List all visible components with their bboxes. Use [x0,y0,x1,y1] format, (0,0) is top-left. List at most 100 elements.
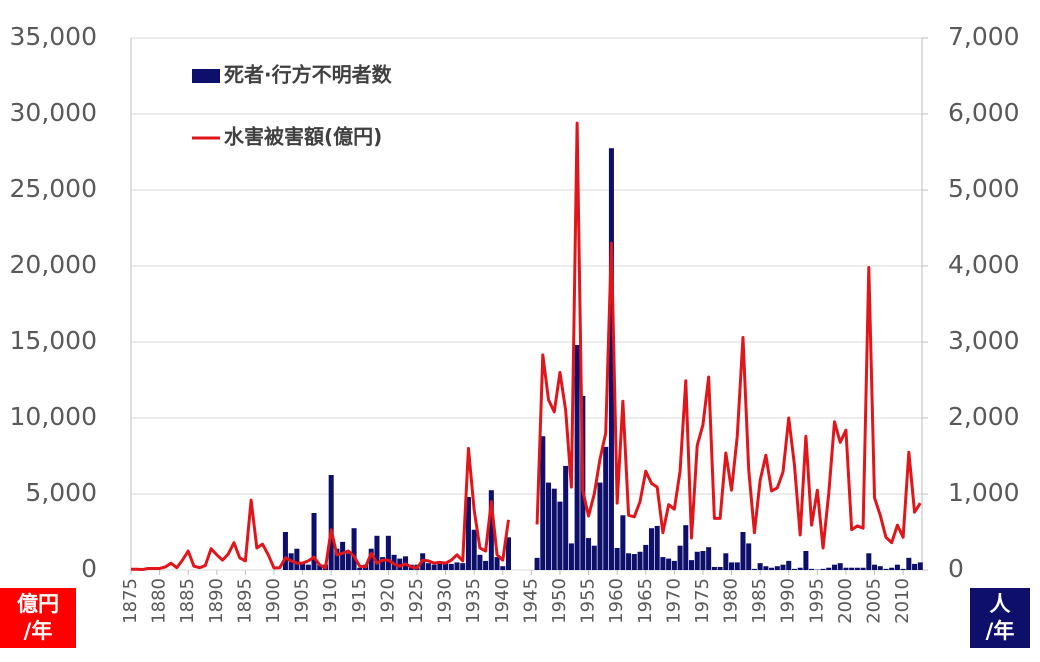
bar [860,567,866,570]
bar [471,529,477,570]
bar [500,566,506,570]
x-tick-label: 1960 [606,578,627,624]
bar [774,566,780,570]
bar [849,567,855,570]
bar [734,562,740,570]
bar [809,568,815,570]
bar [740,532,746,570]
x-tick-label: 1915 [349,578,370,624]
bar [883,568,889,570]
y2-tick-label: 4,000 [948,250,1020,279]
bar [425,563,431,570]
bar [465,497,471,570]
bar [877,566,883,570]
legend-label: 水害被害額(億円) [224,125,382,149]
x-tick-label: 1910 [320,578,341,624]
bar [603,446,609,570]
bar [889,567,895,570]
bar [654,525,660,570]
bar [357,567,363,570]
bar [591,545,597,570]
bar [637,551,643,570]
legend-swatch [192,69,220,83]
y2-tick-label: 2,000 [948,402,1020,431]
bar [723,553,729,570]
bar [854,567,860,570]
x-tick-label: 1920 [377,578,398,624]
y2-tick-label: 6,000 [948,98,1020,127]
bar [671,560,677,570]
bar [729,562,735,570]
y-unit-box [0,588,76,648]
bar [626,553,632,570]
bar [700,551,706,570]
x-tick-label: 1940 [492,578,513,624]
bar [334,548,340,570]
bar [586,538,592,570]
y-tick-label: 30,000 [10,98,97,127]
bar [660,557,666,570]
bar [631,554,637,570]
bar [894,564,900,570]
bar [769,567,775,570]
bar [872,564,878,570]
bar [546,482,552,570]
bar [900,568,906,570]
line [131,446,510,572]
y2-tick-label: 5,000 [948,174,1020,203]
bar [797,567,803,570]
bar [751,568,757,570]
bar [568,543,574,570]
bar [317,564,323,570]
bar [711,566,717,570]
bar [431,564,437,570]
bar [837,563,843,570]
bar [351,528,357,570]
bar [757,563,763,570]
bar [443,562,449,570]
bar [340,541,346,570]
bar [706,547,712,570]
bar [574,345,580,570]
bar [688,560,695,570]
x-tick-label: 1885 [177,578,198,624]
y-tick-label: 0 [81,554,97,583]
y-unit-label: /年 [24,619,53,643]
bar [906,557,912,570]
bar [803,551,809,570]
bar [551,488,557,570]
bar [448,563,454,570]
bar [454,562,460,570]
x-tick-label: 1880 [149,578,170,624]
bar [717,566,723,570]
bar [397,558,403,570]
x-tick-label: 1890 [206,578,227,624]
y2-tick-label: 0 [948,554,964,583]
y2-unit-box [970,588,1030,648]
y2-unit-label: 人 [990,592,1011,616]
bar [648,528,654,570]
bar [614,547,620,570]
bar [494,557,500,570]
bar [791,568,797,570]
y-unit-label: 億円 [17,592,59,616]
bar [786,560,792,570]
x-tick-label: 1955 [578,578,599,624]
bar [282,532,288,570]
bar [311,513,317,570]
y-tick-label: 20,000 [10,250,97,279]
bar [677,545,683,570]
bar [437,562,443,570]
bar [374,535,380,570]
bar [300,563,306,570]
bar [608,148,614,570]
bar [505,537,512,570]
bar [345,553,351,570]
bar [488,490,494,570]
y-tick-label: 35,000 [10,22,97,51]
x-tick-label: 1985 [749,578,770,624]
y2-tick-label: 7,000 [948,22,1020,51]
x-tick-label: 1970 [663,578,684,624]
x-tick-label: 1965 [635,578,656,624]
x-tick-label: 1930 [435,578,456,624]
